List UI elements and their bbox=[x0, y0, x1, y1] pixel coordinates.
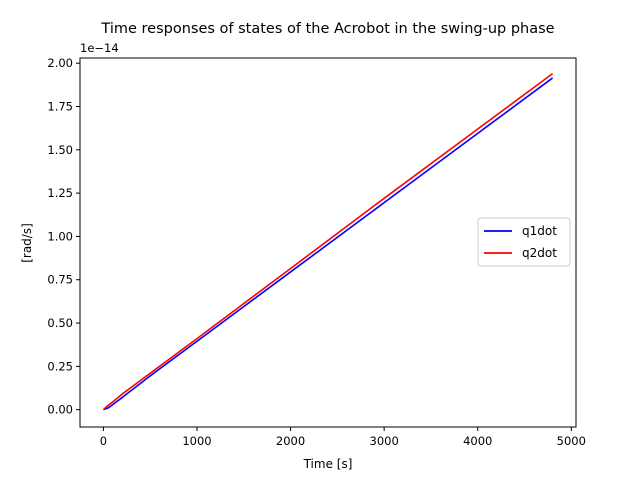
x-axis: 0 1000 2000 3000 4000 5000 bbox=[100, 427, 586, 448]
x-axis-label: Time [s] bbox=[303, 457, 353, 471]
y-tick-label: 2.00 bbox=[47, 56, 73, 70]
y-axis-label: [rad/s] bbox=[20, 223, 34, 263]
y-tick-label: 1.00 bbox=[47, 229, 73, 243]
x-tick-label: 1000 bbox=[182, 434, 211, 448]
y-tick-label: 1.50 bbox=[47, 143, 73, 157]
x-tick-label: 0 bbox=[100, 434, 107, 448]
x-tick-label: 2000 bbox=[276, 434, 305, 448]
x-tick-label: 5000 bbox=[557, 434, 586, 448]
y-tick-label: 0.50 bbox=[47, 316, 73, 330]
y-tick-label: 0.75 bbox=[47, 273, 73, 287]
plot-frame bbox=[79, 57, 577, 428]
plot-lines bbox=[102, 72, 554, 411]
y-tick-label: 0.25 bbox=[47, 359, 73, 373]
chart-title: Time responses of states of the Acrobot … bbox=[100, 21, 554, 37]
legend-label-q2dot: q2dot bbox=[522, 246, 557, 260]
legend-label-q1dot: q1dot bbox=[522, 224, 557, 238]
y-tick-label: 1.25 bbox=[47, 186, 73, 200]
y-tick-label: 0.00 bbox=[47, 403, 73, 417]
y-tick-label: 1.75 bbox=[47, 100, 73, 114]
y-axis: 0.00 0.25 0.50 0.75 1.00 1.25 1.50 1.75 2.00 bbox=[47, 56, 80, 417]
legend-box bbox=[477, 217, 571, 267]
series-line-q2dot bbox=[102, 72, 554, 411]
series-line-q1dot bbox=[103, 77, 554, 411]
x-tick-label: 4000 bbox=[463, 434, 492, 448]
x-tick-label: 3000 bbox=[370, 434, 399, 448]
legend: q1dot q2dot bbox=[477, 217, 571, 267]
y-offset-label: 1e−14 bbox=[80, 41, 119, 55]
